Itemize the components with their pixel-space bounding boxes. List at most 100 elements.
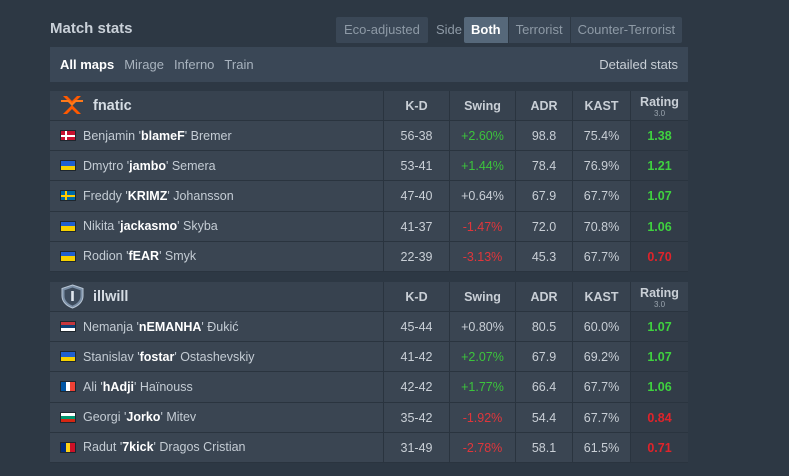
flag-ua-icon <box>60 250 76 262</box>
map-tab-train[interactable]: Train <box>224 57 254 72</box>
col-kast-header[interactable]: KAST <box>572 282 630 311</box>
player-link[interactable]: Stanislav 'fostar' Ostashevskiy <box>83 349 255 364</box>
player-nickname: fEAR <box>128 249 160 264</box>
map-tab-inferno[interactable]: Inferno <box>173 57 215 72</box>
flag-dk-icon <box>60 130 76 142</box>
player-last-name: Skyba <box>182 219 218 234</box>
player-link[interactable]: Georgi 'Jorko' Mitev <box>83 410 197 425</box>
rating-value: 1.06 <box>630 372 688 402</box>
side-selector: Both Terrorist Counter-Terrorist <box>464 17 683 43</box>
side-option-counter-terrorist[interactable]: Counter-Terrorist <box>569 17 683 43</box>
match-stats-header: Match stats Eco-adjusted Side Both Terro… <box>50 0 688 46</box>
player-row: Georgi 'Jorko' Mitev 35-42 -1.92% 54.4 67.7%… <box>50 402 688 433</box>
player-nickname: 7kick <box>122 440 154 455</box>
adr-value: 58.1 <box>515 432 572 462</box>
player-name-cell: Benjamin 'blameF' Bremer <box>50 121 383 150</box>
swing-value: +1.44% <box>449 151 515 181</box>
player-row: Rodion 'fEAR' Smyk 22-39 -3.13% 45.3 67.7% 0.… <box>50 241 688 272</box>
flag-ua-icon <box>60 160 76 172</box>
illwill-shield-icon <box>61 284 84 309</box>
kast-value: 67.7% <box>572 372 630 402</box>
flag-ro-icon <box>60 441 76 453</box>
player-nickname: jambo <box>129 158 166 173</box>
player-last-name: Dragos Cristian <box>159 440 246 455</box>
player-link[interactable]: Freddy 'KRIMZ' Johansson <box>83 188 234 203</box>
detailed-stats-link[interactable]: Detailed stats <box>599 57 678 72</box>
player-last-name: Mitev <box>166 410 197 425</box>
kd-value: 56-38 <box>383 121 449 151</box>
map-tab-mirage[interactable]: Mirage <box>124 57 164 72</box>
flag-ua-icon <box>60 351 76 363</box>
player-row: Stanislav 'fostar' Ostashevskiy 41-42 +2.0… <box>50 342 688 373</box>
fnatic-logo-icon <box>61 96 83 114</box>
kast-value: 75.4% <box>572 121 630 151</box>
player-last-name: Smyk <box>164 249 197 264</box>
player-first-name: Ali <box>83 379 97 394</box>
flag-rs-icon <box>60 321 76 333</box>
player-name-cell: Dmytro 'jambo' Semera <box>50 151 383 180</box>
player-link[interactable]: Nemanja 'nEMANHA' Đukić <box>83 319 239 334</box>
flag-ua-icon <box>60 220 76 232</box>
player-nickname: hAdji <box>102 379 135 394</box>
player-last-name: Johansson <box>173 188 234 203</box>
col-rating-header[interactable]: Rating 3.0 <box>630 282 688 311</box>
team-header-row: fnatic K-D Swing ADR KAST Rating 3.0 <box>50 91 688 121</box>
map-tab-all-maps[interactable]: All maps <box>60 57 115 72</box>
kast-value: 76.9% <box>572 151 630 181</box>
kd-value: 22-39 <box>383 241 449 271</box>
swing-value: +0.80% <box>449 312 515 342</box>
kast-value: 67.7% <box>572 402 630 432</box>
player-first-name: Radut <box>83 440 117 455</box>
kast-value: 60.0% <box>572 312 630 342</box>
col-kd-header[interactable]: K-D <box>383 91 449 120</box>
col-kd-header[interactable]: K-D <box>383 282 449 311</box>
player-first-name: Georgi <box>83 410 121 425</box>
rating-value: 1.06 <box>630 211 688 241</box>
swing-value: +2.07% <box>449 342 515 372</box>
player-row: Radut '7kick' Dragos Cristian 31-49 -2.78%… <box>50 432 688 463</box>
player-nickname: KRIMZ <box>127 188 168 203</box>
flag-fr-icon <box>60 381 76 393</box>
player-link[interactable]: Benjamin 'blameF' Bremer <box>83 128 232 143</box>
side-option-terrorist[interactable]: Terrorist <box>507 17 570 43</box>
col-swing-header[interactable]: Swing <box>449 282 515 311</box>
adr-value: 98.8 <box>515 121 572 151</box>
player-first-name: Nikita <box>83 219 115 234</box>
swing-value: +2.60% <box>449 121 515 151</box>
rating-value: 1.38 <box>630 121 688 151</box>
flag-bg-icon <box>60 411 76 423</box>
swing-value: -1.92% <box>449 402 515 432</box>
player-row: Ali 'hAdji' Haïnouss 42-42 +1.77% 66.4 67.7%… <box>50 372 688 403</box>
player-link[interactable]: Radut '7kick' Dragos Cristian <box>83 440 246 455</box>
kd-value: 41-42 <box>383 342 449 372</box>
match-stats-panel: Match stats Eco-adjusted Side Both Terro… <box>50 0 688 463</box>
player-name-cell: Rodion 'fEAR' Smyk <box>50 242 383 271</box>
col-adr-header[interactable]: ADR <box>515 91 572 120</box>
kd-value: 53-41 <box>383 151 449 181</box>
adr-value: 67.9 <box>515 342 572 372</box>
player-link[interactable]: Dmytro 'jambo' Semera <box>83 158 216 173</box>
rating-value: 0.84 <box>630 402 688 432</box>
player-last-name: Semera <box>171 158 216 173</box>
col-kast-header[interactable]: KAST <box>572 91 630 120</box>
player-first-name: Dmytro <box>83 158 124 173</box>
eco-adjusted-toggle[interactable]: Eco-adjusted <box>336 17 428 43</box>
rating-value: 1.07 <box>630 181 688 211</box>
player-name-cell: Nemanja 'nEMANHA' Đukić <box>50 312 383 341</box>
team-name[interactable]: fnatic <box>93 97 132 114</box>
swing-value: -3.13% <box>449 241 515 271</box>
col-swing-header[interactable]: Swing <box>449 91 515 120</box>
kast-value: 70.8% <box>572 211 630 241</box>
team-name[interactable]: illwill <box>93 288 129 305</box>
player-name-cell: Nikita 'jackasmo' Skyba <box>50 212 383 241</box>
side-option-both[interactable]: Both <box>464 17 508 43</box>
player-name-cell: Freddy 'KRIMZ' Johansson <box>50 181 383 210</box>
player-link[interactable]: Ali 'hAdji' Haïnouss <box>83 379 193 394</box>
player-link[interactable]: Rodion 'fEAR' Smyk <box>83 249 197 264</box>
player-first-name: Rodion <box>83 249 123 264</box>
player-row: Nikita 'jackasmo' Skyba 41-37 -1.47% 72.0 70… <box>50 211 688 242</box>
player-first-name: Freddy <box>83 188 122 203</box>
col-adr-header[interactable]: ADR <box>515 282 572 311</box>
player-link[interactable]: Nikita 'jackasmo' Skyba <box>83 219 218 234</box>
col-rating-header[interactable]: Rating 3.0 <box>630 91 688 120</box>
